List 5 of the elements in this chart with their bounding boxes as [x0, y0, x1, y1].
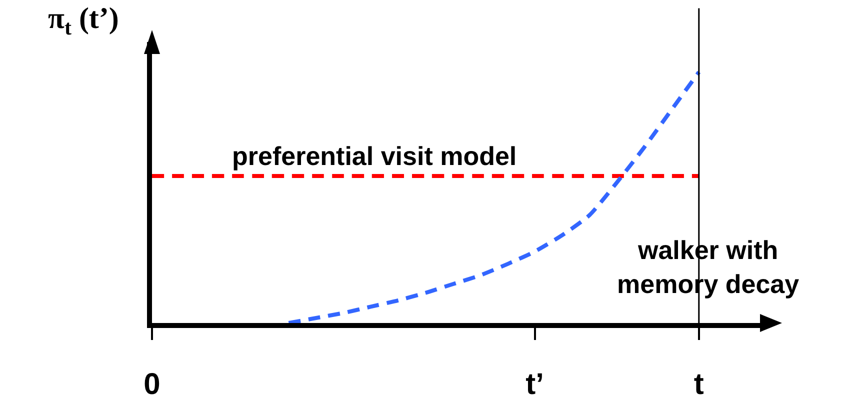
y-axis-title: π$_{t}$ (t’): [48, 2, 119, 40]
annotation: preferential visit model: [232, 141, 517, 171]
x-tick-label: t: [694, 368, 704, 401]
x-tick-label: t’: [526, 368, 544, 401]
x-tick-label: 0: [144, 368, 160, 401]
